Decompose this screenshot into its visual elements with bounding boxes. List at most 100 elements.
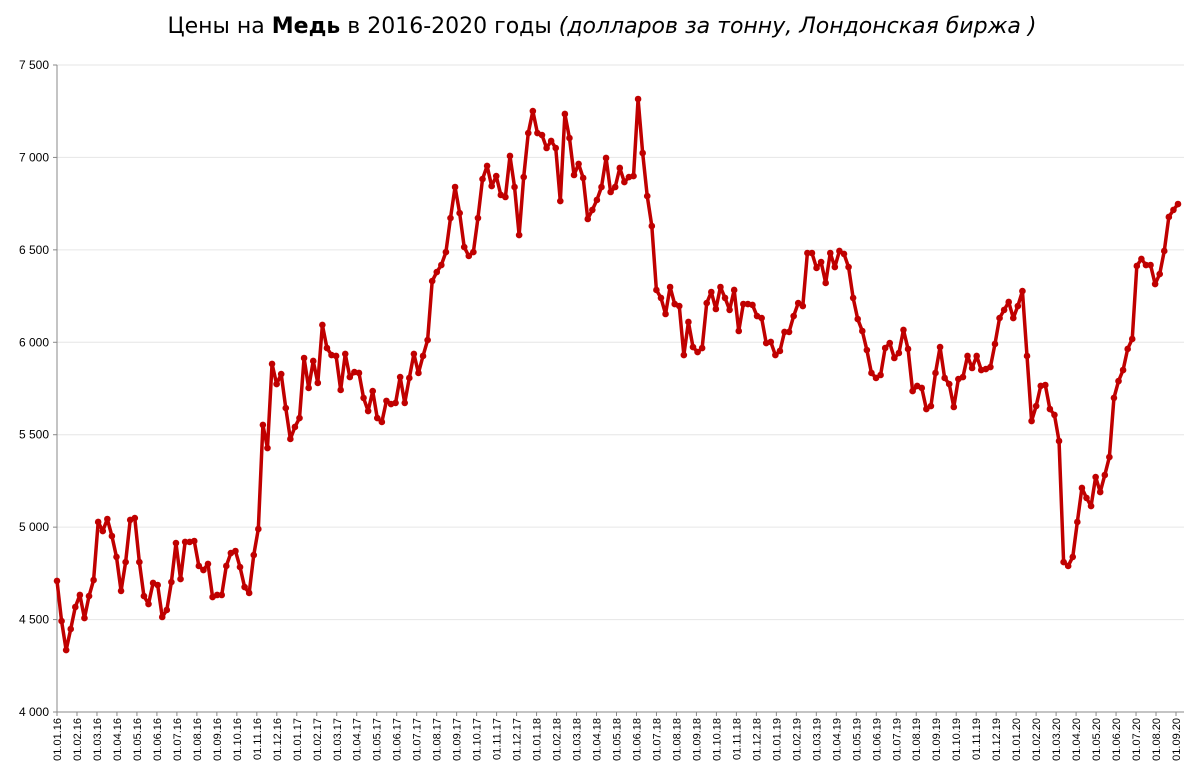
- data-point: [479, 175, 486, 183]
- y-axis-ticks: 4 000 4 500 5 000 5 500 6 000 6 500 7 000 7 500: [19, 58, 57, 719]
- data-point: [707, 288, 715, 296]
- data-point: [428, 277, 436, 285]
- data-point: [470, 248, 477, 256]
- x-tick-label: 01.05.20: [1091, 718, 1103, 761]
- data-point: [689, 343, 697, 351]
- data-point: [799, 302, 807, 310]
- data-point: [776, 347, 784, 355]
- data-point: [419, 352, 427, 360]
- data-point: [858, 327, 866, 335]
- data-point: [140, 592, 148, 600]
- data-point: [104, 515, 111, 523]
- data-point: [1092, 473, 1099, 481]
- data-point: [964, 352, 971, 360]
- data-point: [1023, 352, 1031, 360]
- x-tick-label: 01.02.19: [791, 718, 803, 761]
- data-point: [415, 369, 422, 377]
- data-point: [392, 399, 399, 407]
- data-point: [1128, 335, 1136, 343]
- data-point: [218, 591, 226, 599]
- data-point: [1005, 298, 1013, 306]
- data-point: [1042, 381, 1049, 389]
- data-point: [909, 387, 916, 395]
- data-point: [804, 249, 811, 257]
- data-point: [364, 407, 372, 415]
- data-point: [337, 386, 344, 394]
- data-point: [543, 144, 550, 152]
- data-point: [264, 444, 271, 452]
- data-point: [456, 209, 463, 217]
- data-point: [1138, 255, 1145, 263]
- x-tick-label: 01.12.18: [751, 718, 763, 761]
- data-point: [483, 162, 491, 170]
- data-point: [538, 131, 546, 139]
- data-point: [781, 328, 788, 336]
- data-point: [1133, 262, 1141, 270]
- data-point: [222, 562, 230, 570]
- data-point: [341, 350, 349, 358]
- data-point: [460, 243, 468, 251]
- data-point: [99, 527, 107, 535]
- y-tick-label: 6 500: [19, 243, 49, 257]
- data-point: [520, 173, 528, 181]
- data-point: [772, 351, 779, 359]
- x-tick-label: 01.02.16: [72, 718, 84, 761]
- data-point: [94, 518, 102, 526]
- data-point: [1014, 302, 1022, 310]
- x-tick-label: 01.09.17: [452, 718, 464, 761]
- data-point: [900, 326, 907, 334]
- data-point: [657, 294, 665, 302]
- data-point: [373, 414, 381, 422]
- data-point: [401, 399, 409, 407]
- data-point: [611, 183, 619, 191]
- gridlines: [57, 64, 1184, 621]
- data-point: [200, 566, 207, 574]
- data-point: [190, 537, 198, 545]
- data-point: [712, 305, 720, 313]
- data-point: [1124, 345, 1131, 353]
- data-point: [877, 371, 884, 379]
- data-point: [1083, 494, 1090, 502]
- data-point: [236, 563, 244, 571]
- data-point: [424, 336, 431, 344]
- data-point: [314, 379, 322, 387]
- data-point: [255, 525, 262, 533]
- data-point: [492, 172, 500, 180]
- data-point: [863, 346, 871, 354]
- data-point: [1096, 488, 1104, 496]
- x-tick-label: 01.03.18: [572, 718, 584, 761]
- x-tick-label: 01.11.19: [971, 718, 983, 760]
- data-point: [442, 248, 450, 256]
- x-tick-label: 01.09.20: [1171, 718, 1183, 761]
- data-point: [808, 249, 816, 257]
- data-point: [570, 171, 578, 179]
- data-point: [602, 154, 610, 162]
- x-tick-label: 01.06.16: [152, 718, 164, 761]
- x-tick-label: 01.12.16: [272, 718, 284, 761]
- data-point: [232, 547, 239, 555]
- data-point: [323, 344, 331, 352]
- data-point: [53, 577, 61, 585]
- data-point: [927, 402, 935, 410]
- data-point: [67, 625, 75, 633]
- data-point: [1110, 394, 1118, 402]
- x-tick-label: 01.11.17: [492, 718, 504, 760]
- data-point: [291, 423, 299, 431]
- data-point: [90, 576, 97, 584]
- data-point: [296, 414, 303, 422]
- data-point: [76, 591, 84, 599]
- x-tick-label: 01.04.17: [352, 718, 364, 761]
- data-point: [62, 646, 70, 654]
- x-tick-label: 01.11.16: [252, 718, 264, 760]
- x-tick-label: 01.09.19: [931, 718, 943, 761]
- x-tick-label: 01.07.19: [891, 718, 903, 761]
- title-metal: Медь: [271, 14, 341, 39]
- data-point: [735, 327, 743, 335]
- data-point: [717, 283, 724, 291]
- data-point: [1165, 213, 1173, 221]
- data-point: [831, 263, 839, 271]
- data-point: [300, 354, 308, 362]
- data-point: [259, 421, 267, 429]
- data-point: [749, 301, 756, 309]
- data-point: [204, 560, 212, 568]
